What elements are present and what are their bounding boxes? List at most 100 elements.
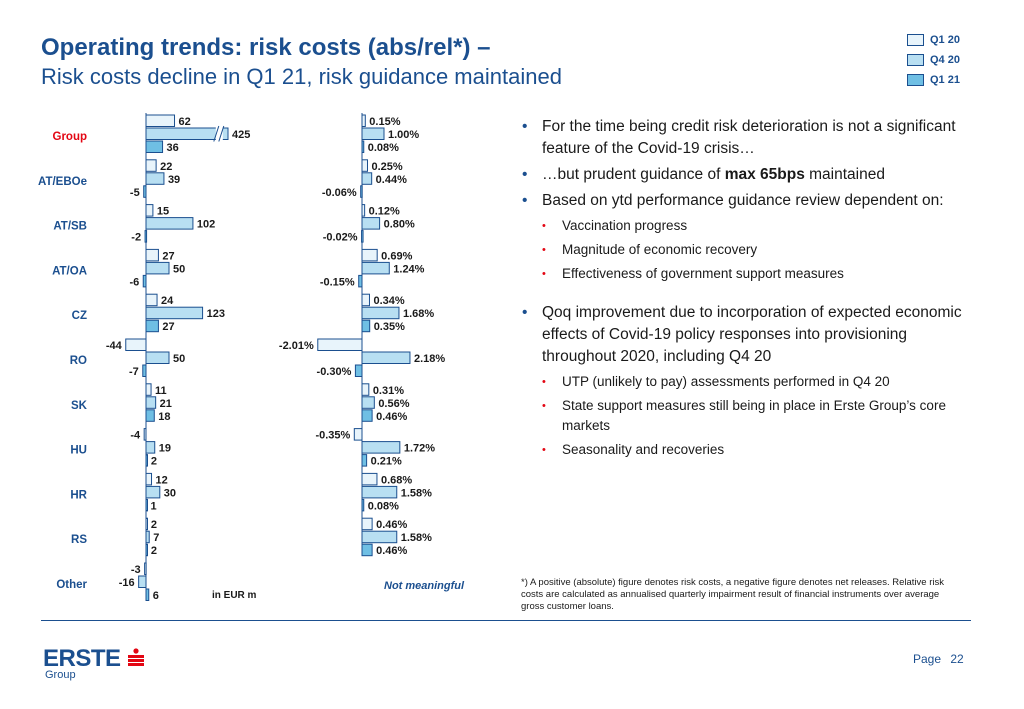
abs-bar (145, 140, 164, 153)
category-label: Group (53, 131, 88, 143)
category-label: RS (71, 534, 87, 546)
page-label: Page (913, 652, 942, 666)
abs-data-label: 2 (151, 456, 157, 468)
abs-bar (145, 261, 170, 275)
rel-data-label: 0.21% (371, 456, 402, 468)
rel-data-label: -2.01% (279, 340, 314, 352)
sub-bullet-item: UTP (unlikely to pay) assessments perfor… (520, 372, 970, 392)
abs-data-label: -16 (119, 577, 135, 589)
rel-data-label: 1.58% (401, 532, 432, 544)
rel-bar (353, 428, 363, 441)
rel-bar (361, 485, 398, 499)
rel-bar (361, 441, 401, 454)
legend-item-q1-21: Q1 21 (907, 70, 960, 90)
rel-bar (361, 204, 366, 217)
unit-label: in EUR m (212, 590, 257, 601)
rel-data-label: 0.46% (376, 545, 407, 557)
rel-data-label: -0.30% (317, 366, 352, 378)
abs-data-label: 1 (150, 500, 156, 512)
abs-data-label: 12 (156, 474, 168, 486)
rel-data-label: 1.72% (404, 443, 435, 455)
rel-data-label: -0.06% (322, 187, 357, 199)
abs-data-label: 6 (153, 590, 159, 602)
category-label: AT/OA (52, 265, 87, 277)
sub-bullet-item: State support measures still being in pl… (520, 396, 970, 436)
rel-bar (361, 217, 381, 230)
abs-data-label: 102 (197, 219, 215, 231)
abs-data-label: 19 (159, 443, 171, 455)
axis-break-mark (213, 125, 220, 142)
rel-data-label: 1.24% (393, 263, 424, 275)
abs-data-label: 50 (173, 353, 185, 365)
abs-bar (145, 472, 153, 486)
abs-bar (145, 248, 159, 262)
abs-data-label: 27 (162, 250, 174, 262)
rel-bar (361, 409, 373, 422)
axis-break-mark (218, 125, 225, 142)
abs-bar (145, 409, 155, 422)
legend-swatch (907, 74, 924, 86)
rel-data-label: 0.34% (373, 295, 404, 307)
rel-bar (361, 248, 378, 262)
abs-bar (145, 396, 157, 409)
abs-data-label: -6 (129, 276, 139, 288)
category-label: RO (70, 355, 87, 367)
rel-bar (361, 159, 368, 172)
rel-bar (361, 319, 371, 333)
rel-data-label: 2.18% (414, 353, 445, 365)
abs-bar (144, 562, 147, 575)
bullet-text: …but prudent guidance of (542, 166, 725, 183)
rel-bar (361, 396, 375, 409)
category-label: AT/EBOe (38, 176, 87, 188)
abs-bar (145, 351, 170, 364)
page-title: Operating trends: risk costs (abs/rel*) … (41, 34, 491, 61)
rel-data-label: 0.80% (384, 219, 415, 231)
abs-data-label: 11 (155, 385, 167, 397)
chart-legend: Q1 20 Q4 20 Q1 21 (907, 30, 960, 90)
rel-bar (361, 351, 411, 364)
legend-swatch (907, 54, 924, 66)
erste-logo: ERSTE Group (43, 645, 145, 681)
rel-data-label: -0.15% (320, 276, 355, 288)
abs-bar (143, 428, 147, 441)
rel-bar (360, 185, 363, 198)
rel-data-label: -0.35% (315, 430, 350, 442)
abs-data-label: 18 (158, 411, 170, 423)
abs-bar (125, 338, 147, 351)
rel-bar (358, 274, 363, 288)
category-label: AT/SB (53, 221, 87, 233)
erste-s-icon (127, 648, 144, 666)
rel-data-label: 0.12% (369, 206, 400, 218)
rel-data-label: 1.58% (401, 487, 432, 499)
abs-data-label: 2 (151, 545, 157, 557)
logo-wordmark: ERSTE (43, 645, 121, 672)
rel-bar (361, 127, 385, 140)
abs-data-label: 36 (167, 142, 179, 154)
rel-bar (317, 338, 363, 351)
abs-bar (145, 454, 148, 467)
category-label: HU (70, 445, 87, 457)
bullet-item: Qoq improvement due to incorporation of … (520, 302, 970, 368)
rel-bar (361, 517, 373, 531)
rel-data-label: 1.68% (403, 308, 434, 320)
rel-data-label: 0.46% (376, 411, 407, 423)
abs-data-label: -7 (129, 366, 139, 378)
rel-data-label: 0.15% (369, 116, 400, 128)
bullet-item: Based on ytd performance guidance review… (520, 190, 970, 212)
bullet-item: For the time being credit risk deteriora… (520, 116, 970, 160)
rel-data-label: 0.44% (376, 174, 407, 186)
legend-label: Q4 20 (930, 54, 960, 66)
abs-bar (145, 217, 194, 230)
rel-data-label: 0.35% (374, 321, 405, 333)
rel-data-label: 0.69% (381, 250, 412, 262)
abs-data-label: -44 (106, 340, 123, 352)
abs-bar (145, 172, 165, 185)
abs-data-label: 123 (207, 308, 225, 320)
legend-item-q4-20: Q4 20 (907, 50, 960, 70)
abs-bar (145, 485, 161, 499)
commentary-bullets: For the time being credit risk deteriora… (520, 116, 970, 464)
sub-bullet-item: Vaccination progress (520, 216, 970, 236)
axis-break-gap (215, 126, 223, 142)
abs-bar (145, 517, 148, 531)
abs-bar (145, 441, 156, 454)
